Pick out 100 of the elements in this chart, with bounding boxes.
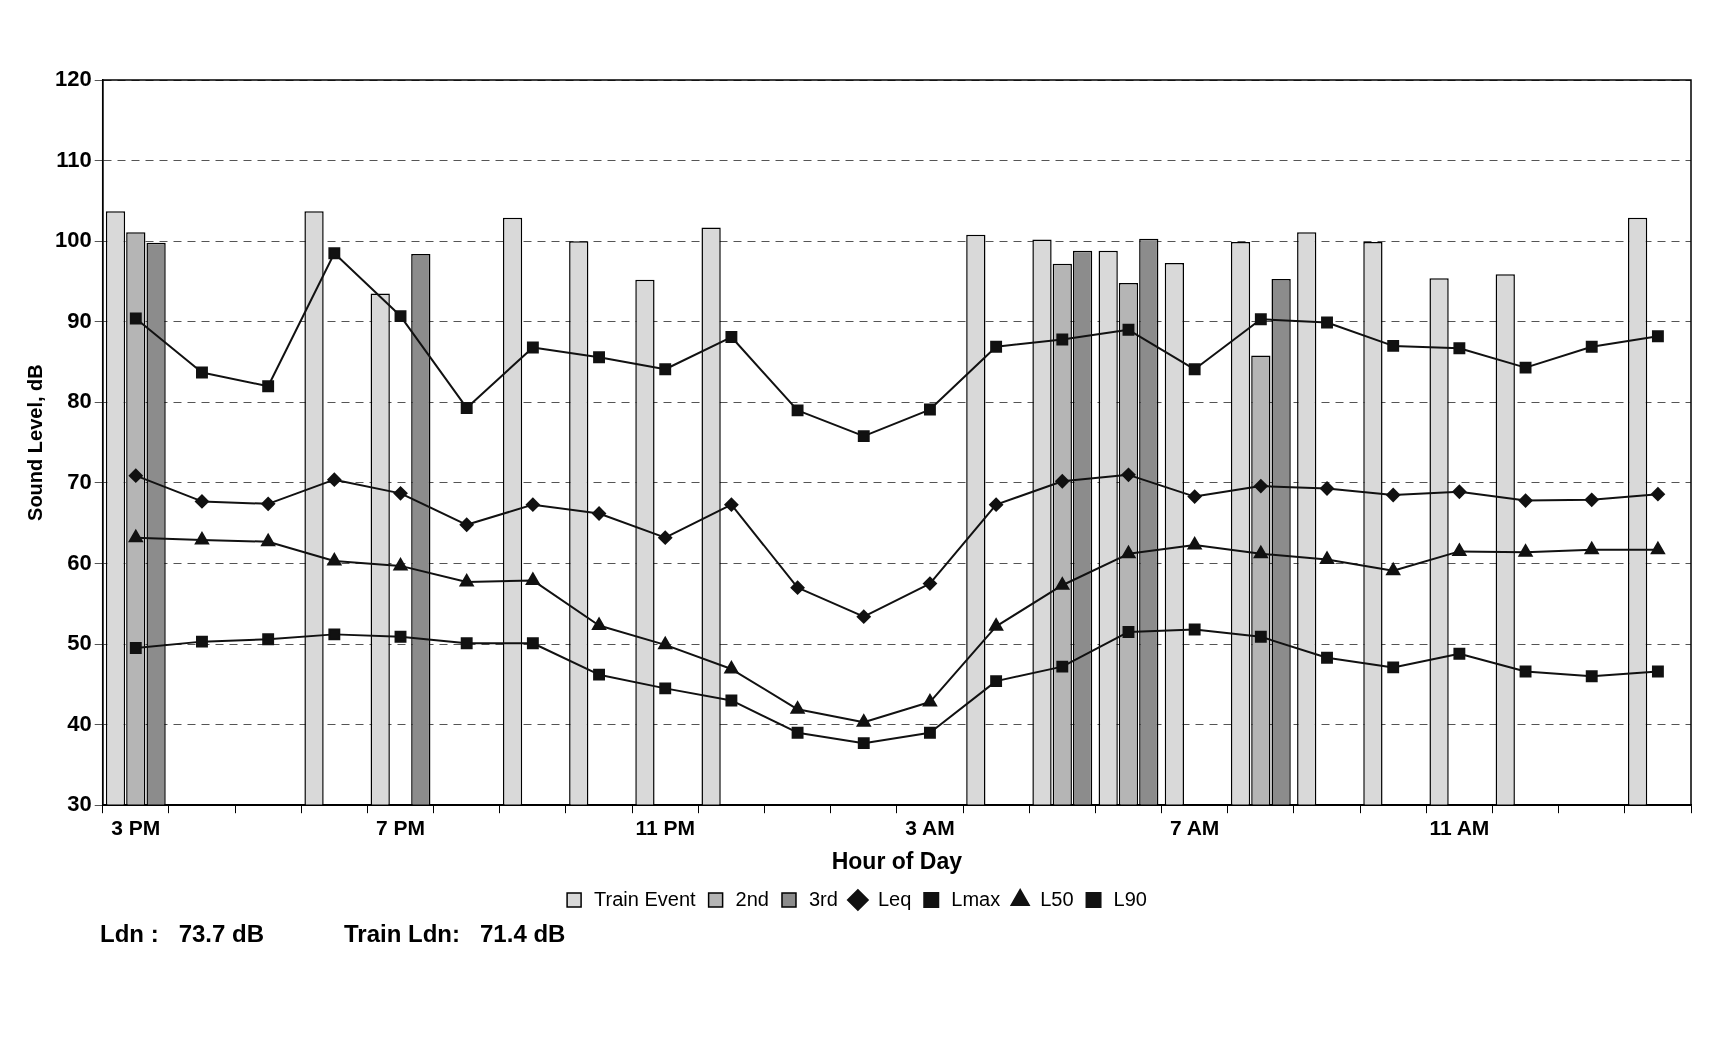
- point: [327, 472, 342, 487]
- point: [129, 312, 142, 325]
- point: [724, 661, 739, 674]
- point: [724, 497, 739, 512]
- text: Train Ldn: 71.4 dB: [344, 920, 566, 948]
- point: [1650, 541, 1665, 555]
- point: [923, 726, 936, 739]
- point: [989, 618, 1004, 631]
- point: [1584, 541, 1599, 555]
- point: [593, 351, 605, 364]
- point: [1056, 660, 1069, 673]
- point: [1321, 316, 1333, 329]
- point: [128, 468, 143, 483]
- point: [328, 247, 341, 260]
- point: [856, 609, 871, 624]
- point: [1253, 479, 1268, 494]
- point: [1121, 545, 1136, 559]
- point: [725, 694, 738, 707]
- point: [857, 737, 870, 750]
- point: [1187, 536, 1202, 550]
- point: [394, 310, 407, 323]
- point: [1651, 665, 1664, 678]
- point: [1253, 545, 1268, 559]
- legend-label: Lmax: [951, 887, 1001, 910]
- legend-label: Train Event: [594, 887, 697, 910]
- point: [1319, 551, 1335, 564]
- legend-label: 3rd: [808, 887, 838, 910]
- point: [1121, 467, 1136, 482]
- x-tick-label: 7 PM: [376, 815, 426, 839]
- point: [328, 628, 341, 641]
- point: [1453, 342, 1466, 355]
- y-tick-label: 100: [54, 227, 92, 253]
- point: [526, 341, 539, 354]
- point: [658, 530, 673, 545]
- point: [790, 580, 805, 595]
- point: [659, 682, 672, 695]
- point: [725, 331, 738, 343]
- point: [1188, 363, 1201, 376]
- point: [261, 533, 276, 547]
- point: [196, 635, 208, 648]
- point: [856, 714, 871, 727]
- point: [659, 363, 672, 376]
- x-axis-title: Hour of Day: [831, 847, 963, 874]
- legend-label: L50: [1040, 887, 1074, 910]
- y-tick-label: 50: [67, 630, 92, 656]
- point: [1055, 474, 1070, 489]
- point: [460, 637, 473, 650]
- point: [791, 404, 804, 417]
- point: [1518, 493, 1533, 508]
- point: [261, 496, 276, 511]
- point: [790, 701, 805, 714]
- point: [1585, 340, 1598, 353]
- point: [1187, 489, 1202, 504]
- point: [592, 506, 607, 521]
- point: [194, 532, 210, 545]
- x-tick-label: 7 AM: [1169, 815, 1220, 839]
- point: [196, 366, 208, 379]
- point: [1321, 651, 1333, 664]
- point: [128, 529, 143, 543]
- point: [129, 642, 142, 655]
- y-tick-label: 80: [67, 388, 92, 414]
- point: [526, 637, 539, 650]
- point: [1452, 543, 1467, 556]
- point: [1254, 630, 1267, 643]
- point: [791, 726, 804, 739]
- point: [658, 636, 673, 650]
- point: [262, 633, 275, 646]
- point: [1056, 333, 1069, 346]
- legend-label: Leq: [877, 887, 912, 910]
- legend-label: 2nd: [735, 887, 769, 910]
- point: [857, 430, 870, 443]
- point: [922, 576, 937, 591]
- legend-label: L90: [1113, 887, 1147, 910]
- point: [591, 617, 607, 631]
- point: [1122, 626, 1135, 638]
- y-tick-label: 70: [67, 468, 92, 494]
- y-tick-label: 90: [67, 307, 92, 333]
- point: [593, 668, 605, 681]
- point: [262, 380, 275, 393]
- point: [1254, 313, 1267, 326]
- point: [1386, 562, 1401, 576]
- point: [394, 630, 407, 643]
- point: [1518, 544, 1533, 557]
- point: [525, 497, 540, 512]
- y-tick-label: 110: [56, 146, 92, 172]
- point: [393, 557, 408, 571]
- y-tick-label: 120: [54, 66, 92, 92]
- text: Ldn : 73.7 dB: [100, 920, 265, 948]
- point: [1188, 623, 1201, 636]
- x-tick-label: 3 PM: [111, 815, 161, 839]
- point: [922, 694, 938, 707]
- point: [1585, 670, 1598, 683]
- point: [393, 486, 408, 501]
- point: [1320, 481, 1335, 496]
- point: [990, 675, 1003, 688]
- point: [194, 494, 209, 509]
- point: [1387, 661, 1400, 674]
- point: [1584, 492, 1599, 507]
- point: [1453, 647, 1466, 660]
- point: [525, 572, 540, 585]
